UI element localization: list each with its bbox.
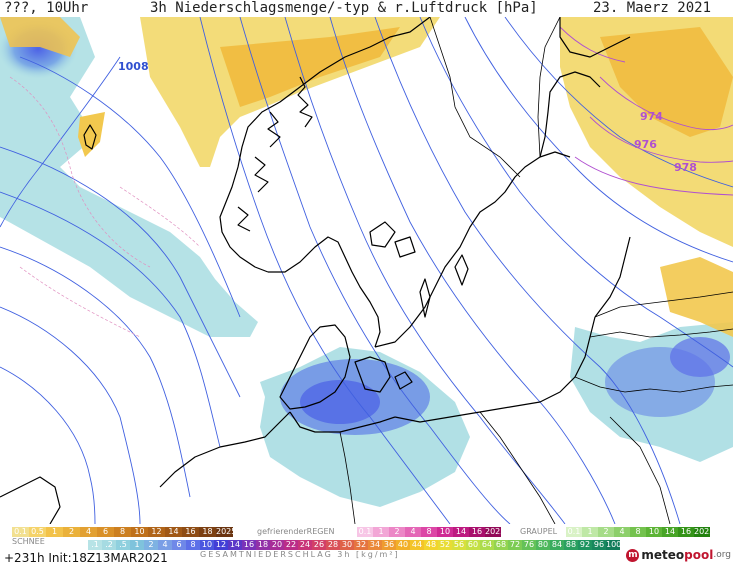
dashed-contours xyxy=(9,76,201,338)
graupel-scale-cell-5: 10 xyxy=(646,527,662,537)
freezing-scale-cell-7: 16 xyxy=(469,527,485,537)
freezing-scale-cell-8: 2025+ xyxy=(485,527,501,537)
snow-scale-cell-35: 92 xyxy=(578,540,592,550)
rain-scale-cell-3: 2 xyxy=(63,527,80,537)
snow-scale-cell-33: 84 xyxy=(550,540,564,550)
forecast-time-label: ???, 10Uhr xyxy=(4,0,89,16)
run-info: +231h Init:18Z13MAR2021 xyxy=(4,551,168,565)
graupel-scale-cell-8: 2025+ xyxy=(694,527,710,537)
snow-scale-cell-14: 22 xyxy=(284,540,298,550)
snow-scale-cell-25: 52 xyxy=(438,540,452,550)
country-borders xyxy=(339,17,733,524)
meteopool-logo: m meteopool .org xyxy=(626,548,731,562)
graupel-scale: 0.112481014162025+ xyxy=(566,527,710,537)
snow-scale-cell-0: .1 xyxy=(88,540,102,550)
snow-scale-cell-30: 72 xyxy=(508,540,522,550)
isobar-label-978: 978 xyxy=(674,161,697,174)
isobar-lines xyxy=(0,17,733,524)
isobar-label-1008: 1008 xyxy=(118,60,149,73)
snow-scale-cell-4: 2 xyxy=(144,540,158,550)
snow-scale-cell-2: .5 xyxy=(116,540,130,550)
total-precip-title: GESAMTNIEDERSCHLAG 3h [kg/m²] xyxy=(200,550,400,559)
snow-scale-cell-32: 80 xyxy=(536,540,550,550)
meteopool-logo-icon: m xyxy=(626,548,640,562)
rain-scale-cell-7: 10 xyxy=(131,527,148,537)
snow-scale-cell-6: 6 xyxy=(172,540,186,550)
freezing-scale-cell-6: 14 xyxy=(453,527,469,537)
snow-scale-cell-31: 76 xyxy=(522,540,536,550)
snow-scale-cell-28: 64 xyxy=(480,540,494,550)
graupel-scale-cell-2: 2 xyxy=(598,527,614,537)
rain-scale-cell-0: 0.1 xyxy=(12,527,29,537)
low-pressure-isobars xyxy=(559,26,733,196)
snow-scale-cell-13: 20 xyxy=(270,540,284,550)
valid-date: 23. Maerz 2021 xyxy=(593,0,712,16)
isobar-label-976: 976 xyxy=(634,138,657,151)
snow-scale-cell-12: 18 xyxy=(256,540,270,550)
snow-scale-cell-7: 8 xyxy=(186,540,200,550)
snow-scale-cell-21: 36 xyxy=(382,540,396,550)
graupel-title: GRAUPEL xyxy=(520,527,558,536)
rain-scale-cell-1: 0.5 xyxy=(29,527,46,537)
snow-scale-cell-5: 4 xyxy=(158,540,172,550)
rain-scale-cell-5: 6 xyxy=(97,527,114,537)
freezing-scale-cell-5: 10 xyxy=(437,527,453,537)
rain-scale-cell-6: 8 xyxy=(114,527,131,537)
map-header: ???, 10Uhr 3h Niederschlagsmenge/-typ & … xyxy=(0,0,733,17)
snow-scale-cell-36: 96 xyxy=(592,540,606,550)
isobar-label-974: 974 xyxy=(640,110,663,123)
snow-scale-cell-37: 100 xyxy=(606,540,620,550)
rain-scale-cell-8: 12 xyxy=(148,527,165,537)
snow-scale-cell-23: 44 xyxy=(410,540,424,550)
rain-precip-areas xyxy=(0,17,733,337)
rain-scale: 0.10.51246810121416182025+ xyxy=(12,527,233,537)
snow-scale-cell-18: 30 xyxy=(340,540,354,550)
coastlines xyxy=(0,17,631,524)
logo-text: meteopool xyxy=(641,548,714,562)
map-title: 3h Niederschlagsmenge/-typ & r.Luftdruck… xyxy=(150,0,538,16)
rain-scale-cell-12: 2025+ xyxy=(216,527,233,537)
weather-map: 1008 974 976 978 xyxy=(0,17,733,524)
graupel-scale-cell-7: 16 xyxy=(678,527,694,537)
graupel-scale-cell-1: 1 xyxy=(582,527,598,537)
snow-scale-cell-11: 16 xyxy=(242,540,256,550)
snow-scale-cell-19: 32 xyxy=(354,540,368,550)
snow-title: SCHNEE xyxy=(12,537,45,546)
rain-scale-cell-4: 4 xyxy=(80,527,97,537)
snow-scale-cell-15: 24 xyxy=(298,540,312,550)
freezing-scale-cell-0: 0.1 xyxy=(357,527,373,537)
freezing-scale-cell-1: 1 xyxy=(373,527,389,537)
snow-scale-cell-27: 60 xyxy=(466,540,480,550)
freezing-scale-cell-3: 4 xyxy=(405,527,421,537)
snow-scale-cell-34: 88 xyxy=(564,540,578,550)
snow-scale-cell-17: 28 xyxy=(326,540,340,550)
graupel-scale-cell-3: 4 xyxy=(614,527,630,537)
rain-scale-cell-9: 14 xyxy=(165,527,182,537)
graupel-scale-cell-6: 14 xyxy=(662,527,678,537)
snow-scale-cell-9: 12 xyxy=(214,540,228,550)
snow-scale-cell-24: 48 xyxy=(424,540,438,550)
freezing-rain-title: gefrierenderREGEN xyxy=(257,527,335,536)
snow-scale-cell-26: 56 xyxy=(452,540,466,550)
snow-scale-cell-29: 68 xyxy=(494,540,508,550)
snow-scale-cell-3: 1 xyxy=(130,540,144,550)
rain-scale-cell-2: 1 xyxy=(46,527,63,537)
snow-scale-cell-22: 40 xyxy=(396,540,410,550)
graupel-scale-cell-4: 8 xyxy=(630,527,646,537)
snow-scale: .1.2.5 1 2 4 6 8 10 12 14 16 18 20 22 24 26 28 30 32 34 36 4… xyxy=(88,540,620,550)
snow-scale-cell-8: 10 xyxy=(200,540,214,550)
snow-scale-cell-16: 26 xyxy=(312,540,326,550)
heavy-snow-areas xyxy=(0,19,730,435)
snow-scale-cell-1: .2 xyxy=(102,540,116,550)
freezing-scale-cell-2: 2 xyxy=(389,527,405,537)
rain-scale-cell-11: 18 xyxy=(199,527,216,537)
graupel-scale-cell-0: 0.1 xyxy=(566,527,582,537)
legend-panel: 0.10.51246810121416182025+ gefrierenderR… xyxy=(0,524,733,566)
logo-tld: .org xyxy=(713,550,731,560)
snow-scale-cell-10: 14 xyxy=(228,540,242,550)
freezing-rain-scale: 0.112481014162025+ xyxy=(357,527,501,537)
rain-scale-cell-10: 16 xyxy=(182,527,199,537)
freezing-scale-cell-4: 8 xyxy=(421,527,437,537)
snow-scale-cell-20: 34 xyxy=(368,540,382,550)
